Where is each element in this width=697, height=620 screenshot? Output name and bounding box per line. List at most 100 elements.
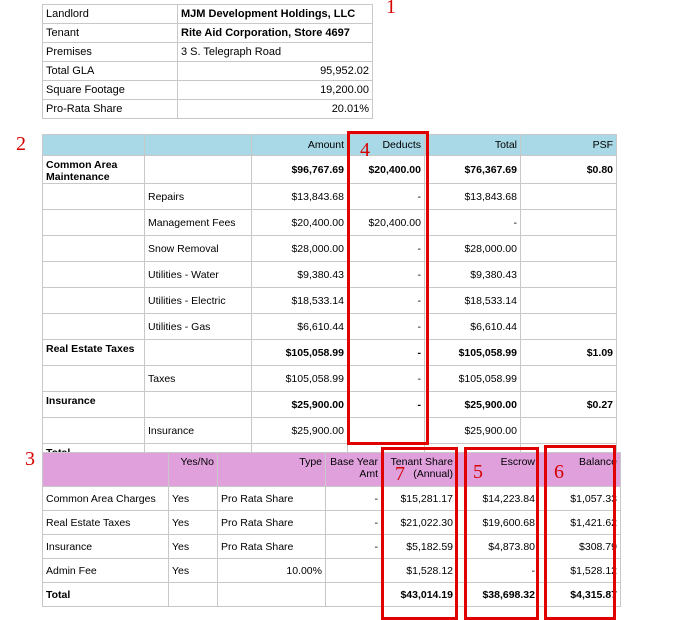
info-label: Tenant bbox=[42, 23, 178, 43]
rec-tenant-share: $21,022.30 bbox=[381, 510, 457, 535]
cam-total: $105,058.99 bbox=[424, 339, 521, 366]
cam-amount: $28,000.00 bbox=[251, 235, 348, 262]
cam-amount: $96,767.69 bbox=[251, 155, 348, 184]
cam-item: Insurance bbox=[144, 417, 252, 444]
cam-psf bbox=[520, 287, 617, 314]
rec-escrow: $38,698.32 bbox=[456, 582, 539, 607]
rec-base-year bbox=[325, 582, 382, 607]
cam-category: Common Area Maintenance bbox=[42, 155, 145, 184]
balance-highlight-box bbox=[544, 445, 616, 620]
cam-header-cell: Total bbox=[424, 134, 521, 156]
info-row: Pro-Rata Share 20.01% bbox=[42, 99, 373, 119]
info-label: Landlord bbox=[42, 4, 178, 24]
cam-psf: $0.27 bbox=[520, 391, 617, 418]
cam-header-cell: Deducts bbox=[347, 134, 425, 156]
rec-header-cell: Base Year Amt bbox=[325, 452, 382, 487]
cam-item: Management Fees bbox=[144, 209, 252, 236]
info-row: Tenant Rite Aid Corporation, Store 4697 bbox=[42, 23, 373, 43]
cam-category bbox=[42, 287, 145, 314]
info-value: MJM Development Holdings, LLC bbox=[177, 4, 373, 24]
cam-category bbox=[42, 313, 145, 340]
rec-name: Real Estate Taxes bbox=[42, 510, 169, 535]
tenant-share-highlight-box bbox=[381, 447, 458, 620]
rec-escrow: $14,223.84 bbox=[456, 486, 539, 511]
cam-category: Real Estate Taxes bbox=[42, 339, 145, 366]
cam-total: $28,000.00 bbox=[424, 235, 521, 262]
info-label: Total GLA bbox=[42, 61, 178, 81]
info-row: Square Footage 19,200.00 bbox=[42, 80, 373, 100]
deducts-highlight-box bbox=[347, 131, 429, 445]
cam-total: $9,380.43 bbox=[424, 261, 521, 288]
info-label: Premises bbox=[42, 42, 178, 62]
cam-amount: $9,380.43 bbox=[251, 261, 348, 288]
cam-deducts: - bbox=[347, 339, 425, 366]
cam-category bbox=[42, 183, 145, 210]
cam-psf bbox=[520, 261, 617, 288]
cam-psf bbox=[520, 365, 617, 392]
info-row: Premises 3 S. Telegraph Road bbox=[42, 42, 373, 62]
annotation-5: 5 bbox=[473, 461, 483, 483]
rec-balance: $4,315.87 bbox=[538, 582, 621, 607]
cam-row: Utilities - Water $9,380.43- $9,380.43 bbox=[42, 261, 617, 288]
cam-expense-table: Amount Deducts Total PSF Common Area Mainten… bbox=[42, 134, 617, 470]
cam-row: Real Estate Taxes $105,058.99- $105,058.99… bbox=[42, 339, 617, 366]
cam-category bbox=[42, 365, 145, 392]
info-value: 95,952.02 bbox=[177, 61, 373, 81]
rec-balance: $1,421.62 bbox=[538, 510, 621, 535]
cam-row: Taxes $105,058.99- $105,058.99 bbox=[42, 365, 617, 392]
info-row: Total GLA 95,952.02 bbox=[42, 61, 373, 81]
rec-name: Common Area Charges bbox=[42, 486, 169, 511]
cam-psf bbox=[520, 183, 617, 210]
cam-row: Management Fees $20,400.00 $20,400.00- bbox=[42, 209, 617, 236]
cam-row: Insurance $25,900.00 $25,900.00 bbox=[42, 417, 617, 444]
cam-header-row: Amount Deducts Total PSF bbox=[42, 134, 617, 156]
reconciliation-table: Yes/No Type Base Year Amt Tenant Share (Ann… bbox=[42, 452, 621, 607]
cam-psf bbox=[520, 417, 617, 444]
annotation-2: 2 bbox=[16, 133, 26, 155]
rec-name: Admin Fee bbox=[42, 558, 169, 583]
rec-type: Pro Rata Share bbox=[217, 486, 326, 511]
escrow-highlight-box bbox=[464, 447, 539, 620]
annotation-6: 6 bbox=[554, 461, 564, 483]
info-value: 19,200.00 bbox=[177, 80, 373, 100]
cam-psf: $0.80 bbox=[520, 155, 617, 184]
cam-amount: $13,843.68 bbox=[251, 183, 348, 210]
cam-psf bbox=[520, 313, 617, 340]
rec-row: Insurance Yes Pro Rata Share - $5,182.59 $4,8… bbox=[42, 534, 621, 559]
rec-row: Admin Fee Yes 10.00% $1,528.12- $1,528.12 bbox=[42, 558, 621, 583]
rec-type: Pro Rata Share bbox=[217, 534, 326, 559]
cam-row: Repairs $13,843.68- $13,843.68 bbox=[42, 183, 617, 210]
cam-total: $13,843.68 bbox=[424, 183, 521, 210]
cam-row: Insurance $25,900.00- $25,900.00 $0.27 bbox=[42, 391, 617, 418]
cam-category bbox=[42, 209, 145, 236]
cam-category bbox=[42, 417, 145, 444]
annotation-7: 7 bbox=[395, 463, 405, 485]
cam-total: $18,533.14 bbox=[424, 287, 521, 314]
cam-item: Utilities - Gas bbox=[144, 313, 252, 340]
rec-escrow: $4,873.80 bbox=[456, 534, 539, 559]
cam-deducts: - bbox=[347, 391, 425, 418]
cam-amount: $25,900.00 bbox=[251, 391, 348, 418]
rec-header-cell: Escrow bbox=[456, 452, 539, 487]
rec-header-row: Yes/No Type Base Year Amt Tenant Share (Ann… bbox=[42, 452, 621, 487]
cam-header-cell bbox=[42, 134, 145, 156]
info-label: Pro-Rata Share bbox=[42, 99, 178, 119]
info-value: 20.01% bbox=[177, 99, 373, 119]
cam-amount: $105,058.99 bbox=[251, 339, 348, 366]
cam-psf bbox=[520, 235, 617, 262]
cam-header-cell: PSF bbox=[520, 134, 617, 156]
cam-total: $6,610.44 bbox=[424, 313, 521, 340]
cam-psf bbox=[520, 209, 617, 236]
rec-header-cell: Yes/No bbox=[168, 452, 218, 487]
rec-header-cell: Balance bbox=[538, 452, 621, 487]
cam-psf: $1.09 bbox=[520, 339, 617, 366]
rec-header-cell bbox=[42, 452, 169, 487]
cam-item: Utilities - Water bbox=[144, 261, 252, 288]
rec-type: 10.00% bbox=[217, 558, 326, 583]
cam-row: Snow Removal $28,000.00- $28,000.00 bbox=[42, 235, 617, 262]
cam-category bbox=[42, 261, 145, 288]
cam-amount: $6,610.44 bbox=[251, 313, 348, 340]
annotation-3: 3 bbox=[25, 448, 35, 470]
rec-yes-no: Yes bbox=[168, 534, 218, 559]
rec-header-cell: Tenant Share (Annual) bbox=[381, 452, 457, 487]
